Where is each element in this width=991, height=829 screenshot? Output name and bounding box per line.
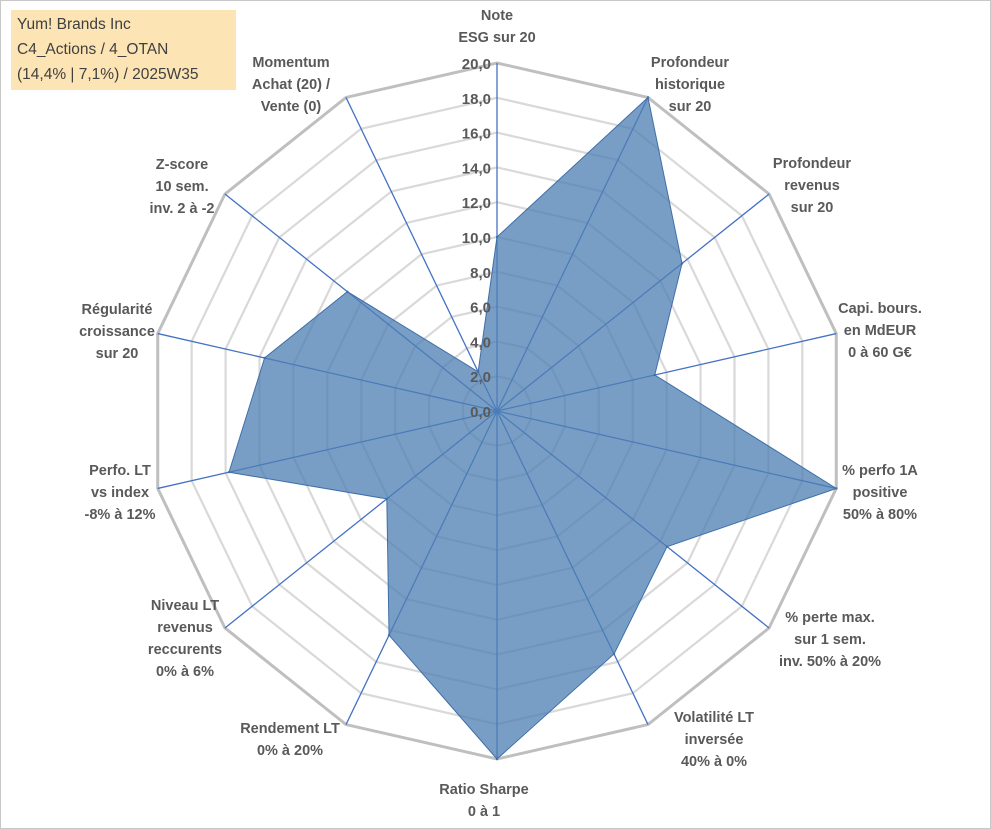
- category-label-6: Volatilité LT inversée 40% à 0%: [674, 710, 754, 770]
- radar-series: [227, 96, 838, 761]
- radial-tick-labels: 0,0 2,0 4,0 6,0 8,0 10,0 12,0 14,0 16,0 18,0 20,0: [462, 56, 491, 421]
- category-label-5: % perte max. sur 1 sem. inv. 50% à 20%: [779, 610, 881, 670]
- category-label-0: Note ESG sur 20: [458, 8, 535, 46]
- data-point-12: [346, 290, 349, 293]
- category-label-7: Ratio Sharpe 0 à 1: [439, 782, 528, 820]
- category-label-2: Profondeur revenus sur 20: [773, 156, 851, 216]
- tick-label-4: 8,0: [470, 265, 491, 282]
- tick-label-7: 14,0: [462, 160, 491, 177]
- category-label-10: Perfo. LT vs index -8% à 12%: [85, 463, 156, 523]
- tick-label-2: 4,0: [470, 334, 491, 351]
- tick-label-10: 20,0: [462, 56, 491, 73]
- tick-label-8: 16,0: [462, 126, 491, 143]
- tick-label-3: 6,0: [470, 300, 491, 317]
- category-label-1: Profondeur historique sur 20: [651, 55, 729, 115]
- data-point-1: [646, 96, 650, 99]
- data-point-13: [476, 370, 480, 374]
- tick-label-6: 12,0: [462, 195, 491, 212]
- performance-week: (14,4% | 7,1%) / 2025W35: [17, 66, 199, 83]
- data-point-0: [495, 235, 499, 239]
- data-point-8: [387, 633, 391, 637]
- category-label-8: Rendement LT 0% à 20%: [240, 721, 340, 759]
- data-point-11: [263, 356, 266, 360]
- data-point-3: [653, 373, 656, 377]
- company-name: Yum! Brands Inc: [17, 16, 131, 33]
- info-box: Yum! Brands Inc C4_Actions / 4_OTAN (14,…: [11, 10, 236, 90]
- tick-label-9: 18,0: [462, 91, 491, 108]
- category-label-11: Régularité croissance sur 20: [79, 302, 155, 362]
- data-point-9: [385, 497, 389, 501]
- category-labels: Note ESG sur 20 Profondeur historique sur 20…: [79, 8, 922, 820]
- data-point-2: [680, 262, 684, 265]
- data-point-10: [227, 470, 231, 474]
- data-point-7: [495, 757, 499, 761]
- category-label-3: Capi. bours. en MdEUR 0 à 60 G€: [838, 301, 922, 361]
- tick-label-1: 2,0: [470, 369, 491, 386]
- data-point-5: [665, 545, 669, 548]
- category-label-12: Z-score 10 sem. inv. 2 à -2: [149, 157, 214, 217]
- spoke-13: [345, 97, 498, 412]
- classification: C4_Actions / 4_OTAN: [17, 41, 169, 58]
- tick-label-5: 10,0: [462, 230, 491, 247]
- category-label-13: Momentum Achat (20) / Vente (0): [252, 55, 330, 115]
- data-point-6: [612, 652, 616, 656]
- category-label-9: Niveau LT revenus reccurents 0% à 6%: [148, 598, 222, 680]
- tick-label-0: 0,0: [470, 404, 491, 421]
- category-label-4: % perfo 1A positive 50% à 80%: [842, 463, 918, 523]
- data-point-4: [835, 487, 838, 490]
